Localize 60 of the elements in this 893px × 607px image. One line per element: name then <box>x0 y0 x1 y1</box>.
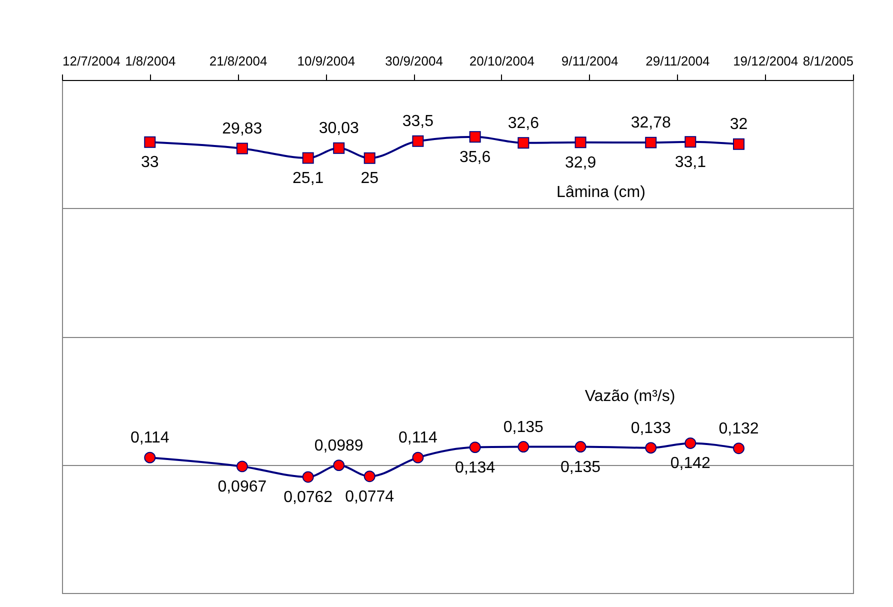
point <box>333 142 345 154</box>
point <box>733 442 744 454</box>
data-label: 33,1 <box>674 154 706 171</box>
data-label: 0,142 <box>670 455 711 472</box>
data-label: 30,03 <box>318 120 359 138</box>
x-tick-label: 21/8/2004 <box>209 54 268 68</box>
x-tick-label: 29/11/2004 <box>646 54 710 68</box>
point <box>236 142 248 154</box>
point <box>333 460 345 472</box>
point <box>574 441 586 453</box>
point <box>302 152 314 164</box>
data-label: 0,0774 <box>345 488 394 506</box>
data-label: 0,0762 <box>284 488 333 506</box>
point <box>574 136 586 148</box>
data-label: 0,0967 <box>218 478 267 496</box>
data-label: 35,6 <box>460 148 491 166</box>
x-tick-label: 10/9/2004 <box>297 54 356 68</box>
text: Vazão (m³/s) <box>584 388 676 405</box>
point <box>645 442 657 454</box>
point <box>733 138 744 150</box>
x-tick-label: 20/10/2004 <box>469 54 534 68</box>
x-tick-label: 19/12/2004 <box>733 54 798 68</box>
data-label: 29,83 <box>222 120 262 138</box>
data-label: 32 <box>730 116 748 134</box>
point <box>645 136 657 148</box>
point <box>518 441 530 453</box>
data-label: 0,134 <box>455 459 496 476</box>
text: Lâmina (cm) <box>556 184 646 201</box>
point <box>518 137 530 149</box>
x-tick-label: 1/8/2004 <box>125 54 176 68</box>
point <box>236 460 248 472</box>
data-label: 25 <box>360 170 379 188</box>
x-tick-label: 8/1/2005 <box>802 54 854 68</box>
point <box>364 470 376 482</box>
data-label: 0,0989 <box>314 437 364 454</box>
data-label: 32,78 <box>630 114 671 132</box>
data-label: 32,6 <box>508 114 540 132</box>
point <box>412 135 424 147</box>
point <box>412 452 424 464</box>
x-tick-label: 30/9/2004 <box>385 54 443 68</box>
point <box>144 136 156 148</box>
point <box>144 452 156 464</box>
point <box>469 442 481 454</box>
data-label: 32,9 <box>564 154 596 172</box>
data-label: 0,132 <box>718 420 759 438</box>
point <box>469 131 481 143</box>
x-tick-label: 9/11/2004 <box>561 54 618 68</box>
data-label: 33,5 <box>402 113 434 130</box>
data-label: 0,135 <box>560 458 601 476</box>
x-tick-label: 12/7/2004 <box>62 54 120 68</box>
data-label: 0,133 <box>630 420 671 437</box>
point <box>364 152 376 164</box>
point <box>684 136 696 148</box>
data-label: 33 <box>140 154 159 172</box>
point <box>684 437 696 449</box>
data-label: 25,1 <box>292 170 324 187</box>
data-label: 0,114 <box>398 430 438 447</box>
data-label: 0,114 <box>130 430 170 447</box>
point <box>302 471 314 483</box>
data-label: 0,135 <box>503 418 544 436</box>
